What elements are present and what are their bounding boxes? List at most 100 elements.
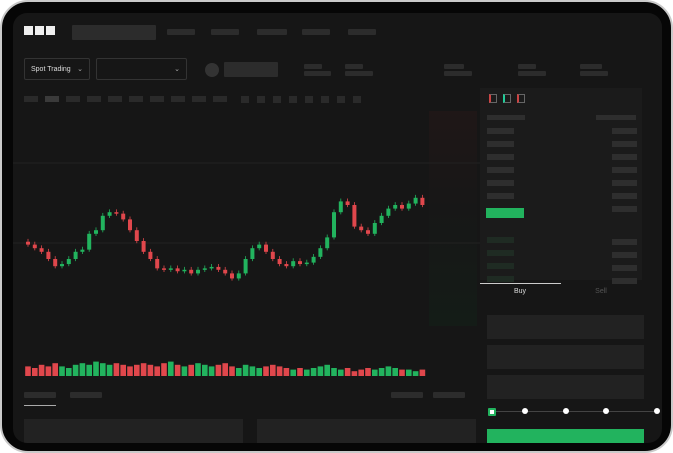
circle-icon[interactable]: [337, 96, 345, 103]
tab-buy[interactable]: Buy: [513, 288, 527, 295]
timeframe-button[interactable]: [192, 96, 206, 102]
candle-body: [243, 259, 248, 274]
volume-bar: [147, 364, 154, 376]
expand-icon[interactable]: [353, 96, 361, 103]
timeframe-button[interactable]: [150, 96, 164, 102]
volume-bar: [419, 369, 426, 376]
volume-bar: [59, 366, 65, 376]
volume-bar: [113, 363, 120, 376]
leverage-step[interactable]: [654, 408, 660, 414]
candle-body: [318, 248, 323, 257]
volume-bar: [66, 368, 72, 376]
bottom-tab[interactable]: [24, 392, 56, 398]
order-side-tabs: Buy Sell: [480, 283, 642, 303]
candle-body: [134, 230, 139, 241]
price-input[interactable]: [487, 315, 644, 339]
candle-body: [107, 212, 112, 216]
nav-item[interactable]: [302, 29, 330, 35]
candle-body: [53, 259, 58, 267]
nav-item[interactable]: [211, 29, 239, 35]
timeframe-button[interactable]: [66, 96, 80, 102]
total-input[interactable]: [487, 375, 644, 399]
nav-item[interactable]: [167, 29, 195, 35]
candle-body: [372, 223, 377, 234]
volume-bar: [270, 364, 276, 376]
chevron-down-icon: ⌄: [174, 66, 180, 73]
bottom-action[interactable]: [391, 392, 423, 398]
orderbook-bids-icon[interactable]: [503, 94, 511, 103]
volume-bar: [120, 364, 126, 376]
candle-body: [393, 205, 398, 209]
buy-button[interactable]: [487, 429, 644, 443]
orderbook-asks-icon[interactable]: [517, 94, 525, 103]
bottom-action[interactable]: [433, 392, 465, 398]
candle-body: [209, 266, 214, 269]
leverage-step[interactable]: [488, 408, 496, 416]
timeframe-button[interactable]: [108, 96, 122, 102]
volume-bar: [181, 366, 188, 376]
timeframe-button[interactable]: [45, 96, 59, 102]
bid-amount: [612, 265, 637, 271]
indicator-icon[interactable]: [241, 96, 249, 103]
leverage-step[interactable]: [522, 408, 528, 414]
tab-sell[interactable]: Sell: [595, 288, 607, 295]
tab-underline: [480, 283, 561, 284]
amount-input[interactable]: [487, 345, 644, 369]
bottom-panel: [257, 419, 476, 443]
timeframe-button[interactable]: [87, 96, 101, 102]
candle-body: [73, 251, 78, 259]
candle-body: [100, 215, 105, 231]
candle-body: [366, 230, 370, 234]
candle-body: [400, 205, 404, 209]
volume-bar: [25, 366, 31, 376]
bottom-tab[interactable]: [70, 392, 102, 398]
candle-body: [196, 269, 200, 274]
draw-icon[interactable]: [305, 96, 313, 103]
pair-select[interactable]: ⌄: [96, 58, 187, 80]
candle-body: [420, 197, 425, 205]
timeframe-button[interactable]: [129, 96, 143, 102]
ask-price: [487, 167, 514, 173]
stat-value: [345, 71, 373, 76]
indicator-icon[interactable]: [257, 96, 265, 103]
settings-icon[interactable]: [273, 96, 281, 103]
volume-bar: [358, 369, 364, 376]
volume-bar: [127, 366, 133, 376]
ask-price: [487, 128, 514, 134]
nav-item[interactable]: [257, 29, 287, 35]
candle-body: [216, 266, 221, 270]
timeframe-button[interactable]: [213, 96, 227, 102]
volume-bar: [290, 369, 296, 376]
stat-label: [304, 64, 322, 69]
volume-bar: [249, 366, 256, 376]
nav-item[interactable]: [348, 29, 376, 35]
leverage-slider-track[interactable]: [491, 411, 659, 412]
volume-bar: [222, 363, 228, 376]
volume-bar: [154, 366, 160, 376]
candle-body: [80, 249, 85, 252]
orderbook-both-icon[interactable]: [489, 94, 497, 103]
volume-bar: [399, 369, 405, 376]
leverage-step[interactable]: [603, 408, 609, 414]
volume-bar: [229, 366, 235, 376]
stat-value: [518, 71, 546, 76]
volume-bar: [412, 371, 419, 376]
volume-bar: [310, 368, 317, 376]
volume-bar: [372, 369, 378, 376]
candle-body: [60, 264, 64, 267]
volume-bar: [174, 364, 181, 376]
search-bar[interactable]: [72, 25, 156, 40]
candle-body: [94, 230, 98, 234]
market-type-select[interactable]: Spot Trading ⌄: [24, 58, 90, 80]
candlestick-chart[interactable]: [13, 103, 483, 403]
candle-body: [148, 251, 153, 259]
leverage-step[interactable]: [563, 408, 569, 414]
candle-body: [46, 251, 51, 259]
circle-icon[interactable]: [321, 96, 329, 103]
okx-logo: [24, 26, 56, 38]
line-icon[interactable]: [289, 96, 297, 103]
timeframe-button[interactable]: [24, 96, 38, 102]
candle-body: [291, 261, 296, 267]
timeframe-button[interactable]: [171, 96, 185, 102]
volume-bar: [385, 366, 392, 376]
